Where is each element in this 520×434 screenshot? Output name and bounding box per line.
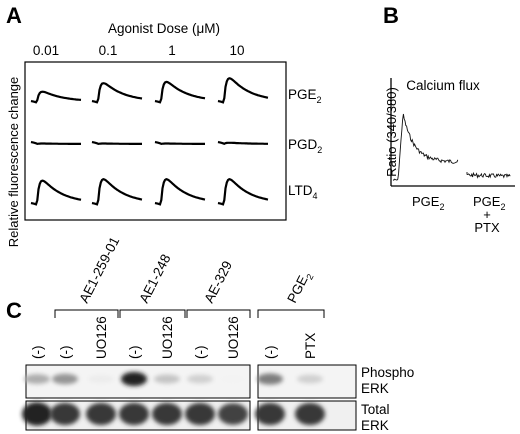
blot-band	[119, 402, 149, 426]
blot-band	[257, 373, 283, 385]
group-bracket	[119, 309, 186, 318]
blot-band	[152, 402, 182, 426]
blot-band	[50, 402, 80, 426]
blot-row-label-total: Total ERK	[361, 402, 390, 433]
phospho-label-line2: ERK	[361, 381, 389, 396]
panel-c-letter: C	[6, 298, 22, 323]
phospho-label-line1: Phospho	[361, 365, 414, 380]
blot-band	[88, 375, 114, 383]
agonist-row-label: PGD2	[288, 137, 322, 155]
group-label: PGE2	[284, 269, 315, 307]
lane-label: PTX	[303, 333, 318, 359]
blot-band	[22, 402, 52, 426]
panel-b-letter: B	[383, 3, 399, 28]
blot-row-label-phospho: Phospho ERK	[361, 365, 414, 396]
panel-a-letter: A	[6, 3, 22, 28]
fluorescence-trace	[91, 82, 143, 104]
panel-b-title: Calcium flux	[406, 78, 480, 93]
fluorescence-trace	[30, 90, 82, 104]
blot-band	[220, 375, 246, 383]
calcium-trace-pge2	[392, 113, 459, 181]
dose-label: 10	[229, 43, 244, 58]
panel-b-cond2-agonist: PGE2	[473, 194, 505, 212]
panel-b-cond1-label: PGE2	[412, 194, 444, 212]
lane-label: (-)	[263, 346, 278, 360]
fluorescence-trace	[91, 178, 143, 206]
lane-label: (-)	[30, 346, 45, 360]
total-label-line1: Total	[361, 402, 390, 417]
fluorescence-trace	[154, 140, 205, 146]
lane-label: (-)	[58, 346, 73, 360]
fluorescence-trace	[217, 77, 269, 104]
dose-label: 0.01	[33, 43, 59, 58]
lane-label: (-)	[193, 346, 208, 360]
fluorescence-trace	[154, 178, 206, 206]
blot-band	[24, 374, 50, 384]
fluorescence-trace	[91, 140, 142, 146]
fluorescence-trace	[217, 178, 269, 206]
lane-label: (-)	[127, 346, 142, 360]
group-bracket	[186, 309, 251, 318]
calcium-trace-pge2-ptx	[466, 171, 511, 179]
blot-band	[295, 402, 325, 426]
lane-label: UO126	[94, 316, 109, 359]
fluorescence-trace	[30, 179, 82, 206]
fluorescence-trace	[30, 140, 81, 146]
blot-band	[297, 374, 323, 384]
group-label: AE-329	[201, 258, 235, 305]
blot-band	[121, 371, 147, 387]
agonist-row-label: LTD4	[288, 183, 318, 201]
blot-band	[154, 374, 180, 384]
group-bracket	[257, 309, 325, 318]
blot-band	[218, 403, 248, 425]
total-label-line2: ERK	[361, 418, 389, 433]
lane-label: UO126	[160, 316, 175, 359]
fluorescence-trace	[154, 80, 206, 104]
blot-band	[187, 374, 213, 384]
blot-band	[255, 402, 285, 426]
dose-label: 0.1	[99, 43, 118, 58]
blot-band	[185, 402, 215, 426]
group-label: AE1-259-01	[76, 234, 122, 305]
panel-a-frame	[24, 61, 287, 221]
panel-a-ylabel: Relative fluorescence change	[6, 77, 21, 248]
group-bracket	[54, 309, 119, 318]
panel-b-cond2-label: PGE2 + PTX	[473, 194, 505, 235]
agonist-row-label: PGE2	[288, 87, 322, 105]
panel-b-cond2-extra: PTX	[474, 220, 500, 235]
group-label: AE1-248	[136, 252, 173, 306]
lane-label: UO126	[226, 316, 241, 359]
blot-band	[52, 373, 78, 385]
panel-b-cond2-plus: +	[483, 207, 491, 222]
panel-a-title: Agonist Dose (μM)	[108, 21, 220, 36]
dose-label: 1	[168, 43, 176, 58]
fluorescence-trace	[217, 140, 268, 146]
blot-band	[86, 402, 116, 426]
